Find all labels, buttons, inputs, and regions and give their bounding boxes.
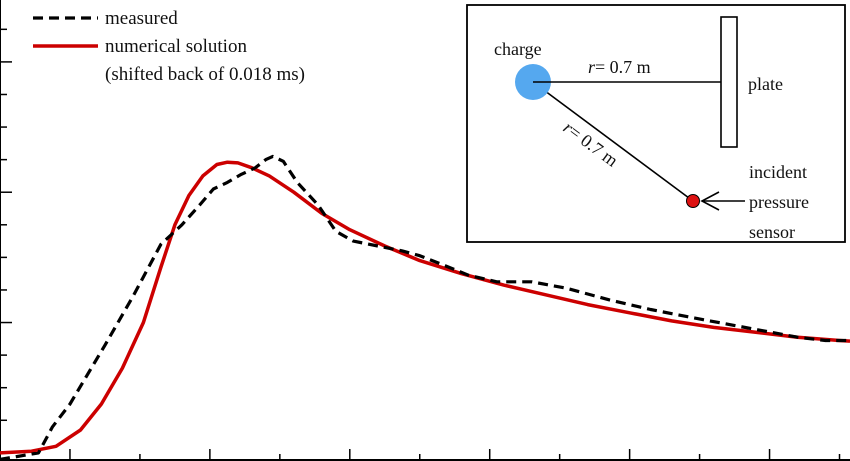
horizontal-distance-label: r= 0.7 m [588,57,651,77]
sensor-label-line-3: sensor [749,222,795,242]
r-horizontal-value: = 0.7 m [595,57,651,77]
y-ticks [0,28,12,422]
legend-note: (shifted back of 0.018 ms) [105,64,305,85]
sensor-arrow-head [700,191,720,211]
sensor-label-line-2: pressure [749,192,809,212]
series-line-numerical-solution [0,160,850,455]
legend-label-measured: measured [105,8,178,29]
sensor-marker [686,194,700,208]
series-layer [0,154,850,461]
sensor-label-line-1: incident [749,162,807,182]
legend: measured numerical solution (shifted bac… [33,8,305,85]
x-ticks [69,449,841,460]
legend-label-numerical: numerical solution [105,36,247,57]
inset-frame [466,4,846,243]
charge-label: charge [494,39,542,59]
inset-diagram: charge plate r= 0.7 m r= 0.7 m incident … [466,4,846,243]
diagonal-distance-line [532,81,694,202]
series-line-measured [0,154,850,461]
r-symbol-horizontal: r [588,57,596,77]
plate-shape [720,16,738,148]
plate-label: plate [748,74,783,94]
